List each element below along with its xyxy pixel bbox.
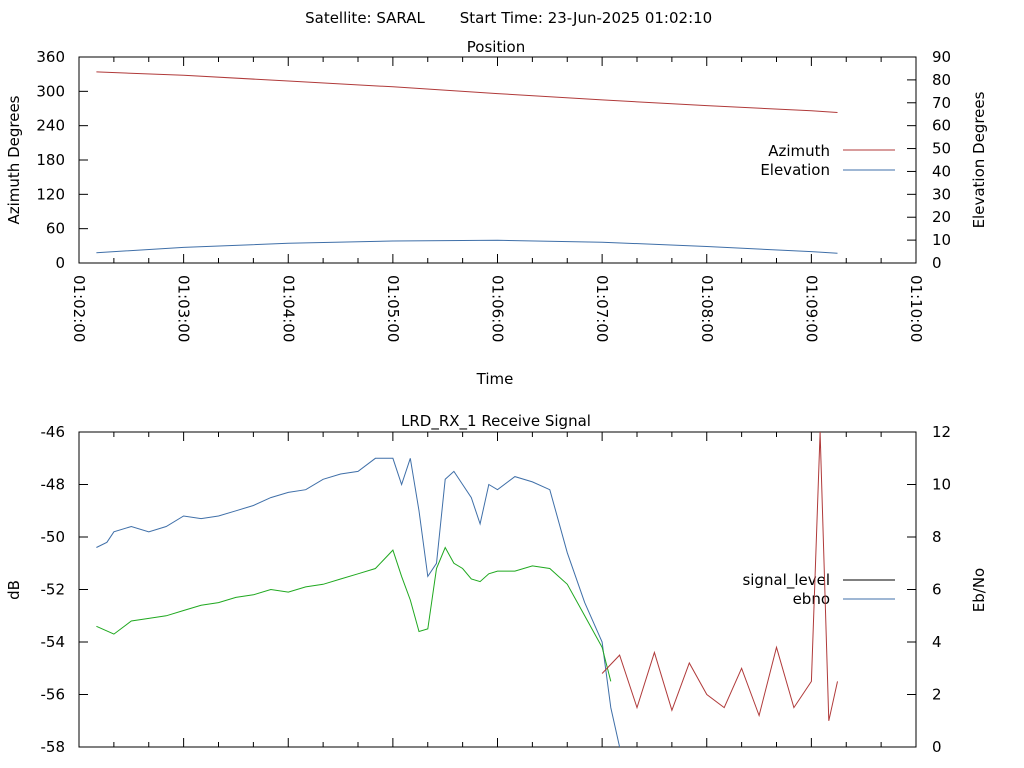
x-tick-label: 01:09:00	[802, 275, 820, 342]
y-left-tick-label: -56	[41, 686, 66, 704]
receive-signal-title: LRD_RX_1 Receive Signal	[401, 412, 591, 431]
plot-elements-1: -46 -48 -50 -52 -54 -56 -58 0 2 4 6 8 10 12	[41, 423, 952, 756]
x-tick-label: 01:05:00	[384, 275, 402, 342]
elevation-line	[96, 239, 838, 254]
receive-signal-panel: LRD_RX_1 Receive Signal dB Eb/No signal_…	[5, 412, 988, 756]
y-right-tick-label: 20	[932, 208, 951, 226]
y-left-tick-label: 300	[36, 82, 65, 100]
y-right-tick-label: 40	[932, 162, 951, 180]
position-panel: Position Azimuth Degrees Elevation Degre…	[5, 38, 988, 388]
ebno-line	[96, 457, 621, 747]
y-left-tick-label: 0	[55, 254, 65, 272]
y-left-tick-label: 240	[36, 117, 65, 135]
y-right-tick-label: 8	[932, 528, 942, 546]
y-left-tick-label: 180	[36, 151, 65, 169]
y-left-tick-label: 60	[46, 220, 65, 238]
y-left-tick-label: -46	[41, 423, 66, 441]
y-left-tick-label: -50	[41, 528, 66, 546]
y-right-tick-label: 10	[932, 476, 951, 494]
position-plot-frame	[78, 56, 917, 264]
y-right-tick-label: 70	[932, 94, 951, 112]
y-left-tick-label: -52	[41, 581, 66, 599]
x-tick-label: 01:03:00	[175, 275, 193, 342]
y-right-tick-label: 80	[932, 71, 951, 89]
signal-plot-frame	[78, 431, 917, 748]
legend-ebno-label: ebno	[793, 590, 830, 608]
x-tick-label: 01:10:00	[907, 275, 925, 342]
x-tick-label: 01:02:00	[70, 275, 88, 342]
start-time-label: Start Time: 23-Jun-2025 01:02:10	[460, 9, 712, 27]
series-3-line	[601, 432, 838, 721]
y-right-tick-label: 0	[932, 254, 942, 272]
y-right-tick-label: 12	[932, 423, 951, 441]
y-right-tick-label: 60	[932, 117, 951, 135]
y-left-tick-label: -48	[41, 476, 66, 494]
y-right-tick-label: 50	[932, 140, 951, 158]
y-left-tick-label: -58	[41, 738, 66, 756]
y-right-tick-label: 6	[932, 581, 942, 599]
time-axis-label: Time	[476, 370, 514, 388]
y-left-tick-label: 120	[36, 185, 65, 203]
y-right-tick-label: 30	[932, 185, 951, 203]
legend-azimuth-label: Azimuth	[768, 142, 830, 160]
y-right-tick-label: 10	[932, 231, 951, 249]
x-tick-label: 01:04:00	[279, 275, 297, 342]
x-tick-label: 01:06:00	[489, 275, 507, 342]
y-left-tick-label: -54	[41, 633, 66, 651]
db-axis-label: dB	[5, 580, 23, 600]
y-right-tick-label: 90	[932, 48, 951, 66]
x-tick-label: 01:08:00	[698, 275, 716, 342]
elevation-axis-label: Elevation Degrees	[970, 91, 988, 228]
y-right-tick-label: 0	[932, 738, 942, 756]
azimuth-axis-label: Azimuth Degrees	[5, 95, 23, 224]
x-tick-label: 01:07:00	[593, 275, 611, 342]
series-2-line	[96, 546, 612, 682]
y-right-tick-label: 4	[932, 633, 942, 651]
legend-signal-level-label: signal_level	[742, 571, 830, 590]
position-title: Position	[467, 38, 525, 56]
satellite-label: Satellite: SARAL	[305, 9, 425, 27]
y-right-tick-label: 2	[932, 686, 942, 704]
plot-elements-0: 01:02:00 01:03:00 01:04:00 01:05:00 01:06:00…	[36, 48, 951, 342]
y-left-tick-label: 360	[36, 48, 65, 66]
legend-elevation-label: Elevation	[760, 161, 830, 179]
ebno-axis-label: Eb/No	[970, 568, 988, 612]
azimuth-line	[96, 71, 838, 113]
